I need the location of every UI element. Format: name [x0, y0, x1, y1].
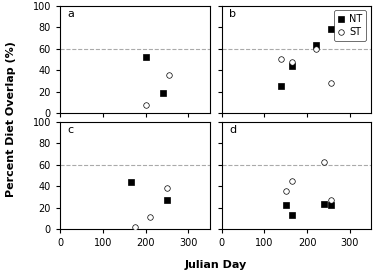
Text: Julian Day: Julian Day: [184, 260, 247, 270]
Text: Percent Diet Overlap (%): Percent Diet Overlap (%): [6, 41, 16, 197]
Text: d: d: [229, 125, 236, 135]
Legend: NT, ST: NT, ST: [334, 10, 366, 41]
Text: b: b: [229, 9, 236, 19]
Text: c: c: [68, 125, 74, 135]
Text: a: a: [68, 9, 74, 19]
